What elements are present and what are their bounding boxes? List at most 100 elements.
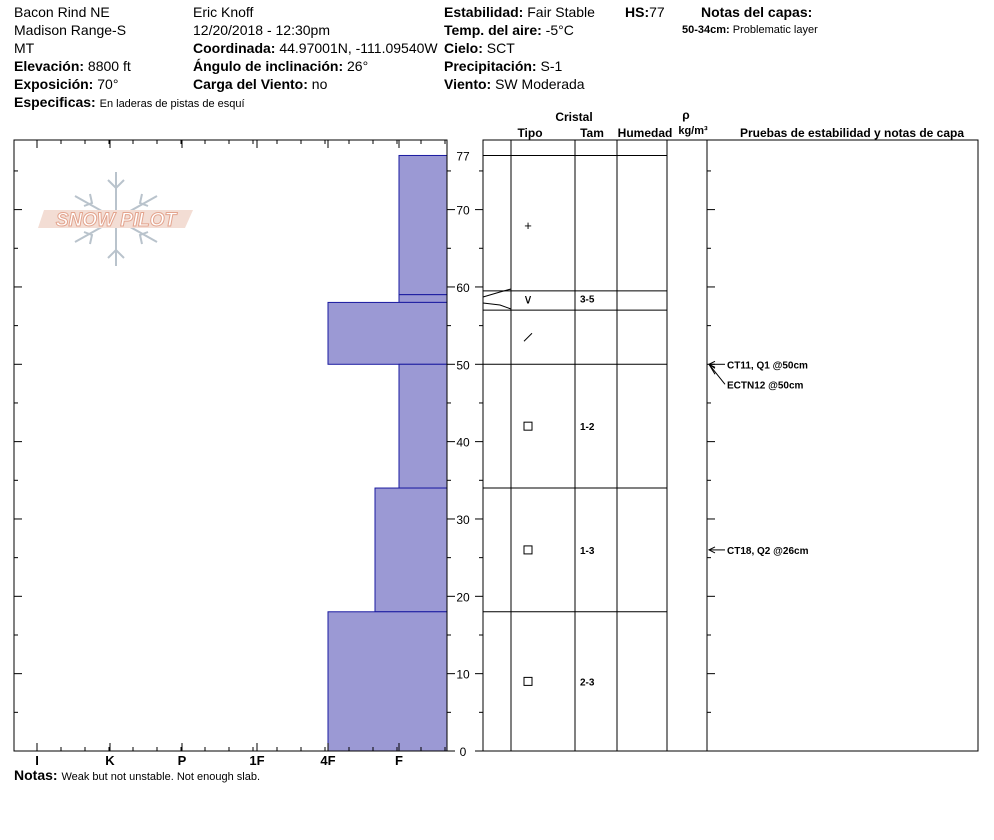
stability-row: Estabilidad: Fair Stable	[444, 4, 595, 20]
hardness-bar-0	[398, 154, 448, 296]
x-tick-label-4F: 4F	[320, 753, 335, 768]
precip-value: S-1	[540, 58, 563, 74]
observer: Eric Knoff	[193, 4, 254, 20]
header-crystal: Cristal	[555, 110, 592, 124]
coordinate-label: Coordinada:	[193, 40, 276, 56]
hardness-bar-1	[398, 294, 448, 303]
specifics-row: Especificas: En laderas de pistas de esq…	[14, 94, 245, 111]
wind-load-row: Carga del Viento: no	[193, 76, 327, 92]
hardness-bar-5	[327, 611, 448, 752]
crystal-type-0: +	[524, 218, 532, 233]
notes-label: Notas:	[14, 767, 58, 783]
crystal-type-slash	[523, 332, 533, 342]
wind-load-value: no	[311, 76, 328, 92]
layer-note-text: Problematic layer	[732, 24, 818, 36]
sky-value: SCT	[486, 40, 515, 56]
layer-notes-title: Notas del capas:	[701, 4, 813, 20]
stability-label: Estabilidad:	[444, 4, 524, 20]
y-tick-label-40: 40	[456, 436, 470, 450]
sky-label: Cielo:	[444, 40, 483, 56]
coordinate-row: Coordinada: 44.97001N, -111.09540W	[193, 40, 438, 56]
table-frame	[482, 139, 979, 752]
wind-label: Viento:	[444, 76, 492, 92]
stability-test-0: CT11, Q1 @50cm	[727, 360, 808, 371]
aspect-row: Exposición: 70°	[14, 76, 118, 92]
test-arrowhead-2	[707, 546, 716, 554]
stability-value: Fair Stable	[527, 4, 595, 20]
hardness-bar-3	[398, 363, 448, 489]
hardness-bar-2	[327, 301, 448, 365]
test-arrowhead-1	[708, 363, 716, 375]
hardness-bar-4	[374, 487, 448, 613]
wind-load-label: Carga del Viento:	[193, 76, 308, 92]
hs-row: HS:77	[625, 4, 665, 20]
layer-connector-top	[482, 288, 512, 298]
sky-row: Cielo: SCT	[444, 40, 515, 56]
snowpilot-logo: SNOW PILOT	[38, 172, 193, 266]
hs-value: 77	[649, 4, 665, 20]
depth-y-axis: 0 10 20 30 40 50 60 70 77	[14, 149, 715, 759]
x-tick-label-K: K	[105, 753, 115, 768]
stability-test-2: CT18, Q2 @26cm	[727, 546, 809, 557]
air-temp-value: -5°C	[545, 22, 574, 38]
crystal-type-square	[523, 421, 533, 431]
hardness-bars	[327, 154, 448, 752]
y-tick-label-70: 70	[456, 204, 470, 218]
specifics-label: Especificas:	[14, 94, 96, 110]
crystal-size-4: 1-3	[580, 546, 595, 557]
location-name: Bacon Rind NE	[14, 4, 110, 20]
crystal-size-1: 3-5	[580, 295, 595, 306]
hardness-plot-frame	[13, 139, 448, 752]
state: MT	[14, 40, 35, 56]
elevation-value: 8800 ft	[87, 58, 131, 74]
y-tick-label-30: 30	[456, 513, 470, 527]
hardness-x-axis: I K P 1F 4F F	[35, 140, 446, 768]
crystal-size-5: 2-3	[580, 677, 595, 688]
header-tests: Pruebas de estabilidad y notas de capa	[740, 126, 964, 140]
x-tick-label-P: P	[178, 753, 187, 768]
test-pointer-1	[708, 363, 726, 385]
y-tick-label-10: 10	[456, 668, 470, 682]
wind-value: SW Moderada	[495, 76, 585, 92]
header-moisture: Humedad	[618, 126, 673, 140]
notes-row: Notas: Weak but not unstable. Not enough…	[14, 767, 260, 784]
x-tick-label-I: I	[35, 753, 39, 768]
datetime: 12/20/2018 - 12:30pm	[193, 22, 330, 38]
y-tick-label-60: 60	[456, 281, 470, 295]
crystal-size-3: 1-2	[580, 422, 595, 433]
specifics-value: En laderas de pistas de esquí	[99, 98, 245, 110]
header-type: Tipo	[517, 126, 542, 140]
header-size: Tam	[580, 126, 604, 140]
precip-row: Precipitación: S-1	[444, 58, 562, 74]
stability-tests: CT11, Q1 @50cm ECTN12 @50cm CT18, Q2 @26cm	[707, 360, 809, 557]
y-tick-label-77: 77	[456, 149, 470, 163]
wind-row: Viento: SW Moderada	[444, 76, 585, 92]
notes-value: Weak but not unstable. Not enough slab.	[61, 771, 260, 783]
crystal-type-1: ∨	[523, 292, 533, 307]
precip-label: Precipitación:	[444, 58, 537, 74]
aspect-value: 70°	[97, 76, 119, 92]
header-rho: ρ	[682, 108, 689, 122]
hs-label: HS:	[625, 4, 650, 20]
elevation-label: Elevación:	[14, 58, 85, 74]
layer-connector-bottom	[482, 302, 512, 310]
y-tick-label-0: 0	[460, 745, 467, 759]
stability-test-1: ECTN12 @50cm	[727, 380, 804, 391]
coordinate-value: 44.97001N, -111.09540W	[279, 40, 438, 56]
logo-text: SNOW PILOT	[56, 210, 178, 231]
aspect-label: Exposición:	[14, 76, 94, 92]
air-temp-label: Temp. del aire:	[444, 22, 542, 38]
y-tick-label-50: 50	[456, 358, 470, 372]
x-tick-label-F: F	[395, 753, 403, 768]
air-temp-row: Temp. del aire: -5°C	[444, 22, 574, 38]
y-tick-label-20: 20	[456, 590, 470, 604]
crystal-table: Cristal Tipo Tam Humedad ρ kg/m³ Pruebas…	[482, 108, 979, 752]
slope-label: Ángulo de inclinación:	[193, 58, 344, 74]
slope-value: 26°	[347, 58, 369, 74]
crystal-type-square	[523, 545, 533, 555]
table-layer-lines	[482, 154, 667, 613]
logo-banner	[38, 210, 193, 228]
header-density-unit: kg/m³	[678, 125, 708, 137]
crystal-rows: + ∨ 3-5 1-2 1-3 2-3	[523, 218, 595, 688]
